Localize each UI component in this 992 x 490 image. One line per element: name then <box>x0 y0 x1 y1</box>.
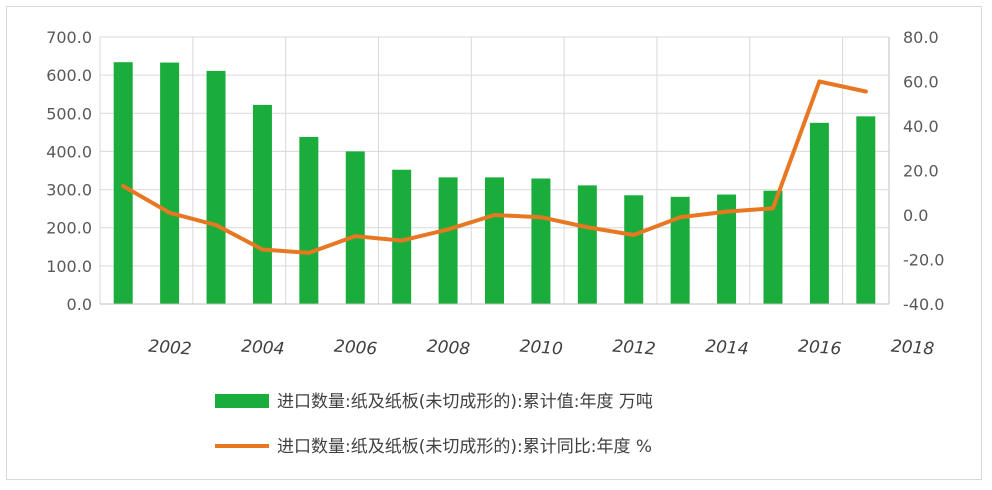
y-right-tick-label: 40.0 <box>903 117 939 136</box>
bar <box>670 196 690 304</box>
bar <box>809 122 829 304</box>
line-point <box>724 209 729 214</box>
bar <box>206 70 226 304</box>
line-point <box>538 215 543 220</box>
y-left-tick-label: 200.0 <box>46 219 92 238</box>
y-right-tick-label: 0.0 <box>903 206 928 225</box>
bar-series <box>113 62 876 305</box>
x-tick-label: 2002 <box>148 337 193 360</box>
line-point <box>121 184 126 189</box>
line-point <box>167 210 172 215</box>
x-tick-label: 2012 <box>612 337 657 360</box>
bar <box>577 185 597 304</box>
y-right-tick-label: 80.0 <box>903 28 939 47</box>
bar <box>856 116 876 304</box>
x-tick-label: 2016 <box>797 337 842 360</box>
legend-bar-swatch <box>215 394 269 408</box>
bar <box>160 62 180 305</box>
x-tick-label: 2014 <box>705 337 750 360</box>
bar <box>392 169 412 304</box>
y-right-tick-label: 20.0 <box>903 162 939 181</box>
bar <box>531 178 551 304</box>
bar <box>345 151 365 304</box>
bar <box>252 104 272 304</box>
axes: 0.0 100.0 200.0 300.0 400.0 500.0 600.0 700.0 -4… <box>46 28 944 360</box>
grid-lines <box>99 36 889 305</box>
y-left-tick-label: 0.0 <box>67 295 92 314</box>
line-point <box>631 233 636 238</box>
x-tick-label: 2008 <box>426 337 471 360</box>
y-left-tick-label: 100.0 <box>46 257 92 276</box>
y-right-tick-label: 60.0 <box>903 73 939 92</box>
line-point <box>863 89 868 94</box>
y-left-tick-label: 600.0 <box>46 66 92 85</box>
legend: 进口数量:纸及纸板(未切成形的):累计值:年度 万吨 进口数量:纸及纸板(未切成… <box>215 392 653 457</box>
bar <box>113 62 133 304</box>
chart-canvas: 0.0 100.0 200.0 300.0 400.0 500.0 600.0 700.0 -4… <box>46 28 944 457</box>
line-point <box>260 247 265 252</box>
y-left-tick-label: 400.0 <box>46 142 92 161</box>
y-left-tick-label: 300.0 <box>46 181 92 200</box>
line-point <box>353 234 358 239</box>
y-right-tick-label: -20.0 <box>903 251 944 270</box>
bar <box>299 136 319 304</box>
bar <box>485 177 504 304</box>
y-left-tick-label: 700.0 <box>46 28 92 47</box>
bar <box>438 177 458 304</box>
line-point <box>399 238 404 243</box>
line-point <box>585 225 590 230</box>
x-tick-label: 2004 <box>241 337 286 360</box>
line-point <box>817 79 822 84</box>
legend-line-label: 进口数量:纸及纸板(未切成形的):累计同比:年度 % <box>277 437 652 457</box>
bar <box>763 190 783 304</box>
line-point <box>492 213 497 217</box>
line-series <box>121 79 868 255</box>
bar <box>624 195 644 304</box>
y-left-tick-label: 500.0 <box>46 104 92 123</box>
y-right-tick-label: -40.0 <box>903 295 944 314</box>
x-tick-label: 2010 <box>519 337 564 360</box>
line-point <box>678 215 683 220</box>
legend-bar-label: 进口数量:纸及纸板(未切成形的):累计值:年度 万吨 <box>277 392 653 412</box>
x-tick-label: 2006 <box>333 337 378 360</box>
line-point <box>306 250 311 255</box>
line-point <box>446 227 451 232</box>
chart-frame: 0.0 100.0 200.0 300.0 400.0 500.0 600.0 700.0 -4… <box>6 6 982 480</box>
bar <box>717 194 737 304</box>
line-point <box>214 223 219 228</box>
line-point <box>770 206 775 211</box>
x-tick-label: 2018 <box>890 337 935 360</box>
